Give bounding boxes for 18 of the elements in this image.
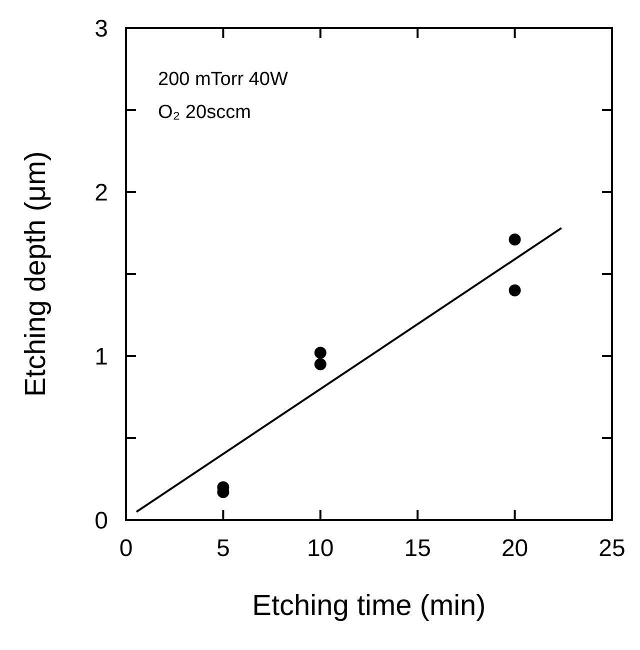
annotation: O₂ 20sccm: [158, 102, 251, 123]
point: [314, 358, 326, 370]
y-tick-label: 2: [94, 179, 108, 206]
annotation: 200 mTorr 40W: [158, 69, 288, 90]
y-tick-label: 3: [94, 15, 108, 42]
y-tick-label: 1: [94, 343, 108, 370]
x-tick-label: 10: [307, 535, 334, 562]
y-tick-label: 0: [94, 507, 108, 534]
point: [508, 234, 521, 246]
point: [508, 284, 521, 296]
x-tick-label: 5: [216, 535, 230, 562]
y-axis-title: Etching depth (μm): [20, 151, 52, 397]
x-tick-label: 20: [501, 535, 528, 562]
x-tick-label: 25: [598, 535, 626, 562]
x-axis-title: Etching time (min): [252, 590, 486, 622]
x-tick-label: 15: [404, 535, 431, 562]
x-tick-label: 0: [119, 535, 133, 562]
point: [314, 346, 326, 359]
